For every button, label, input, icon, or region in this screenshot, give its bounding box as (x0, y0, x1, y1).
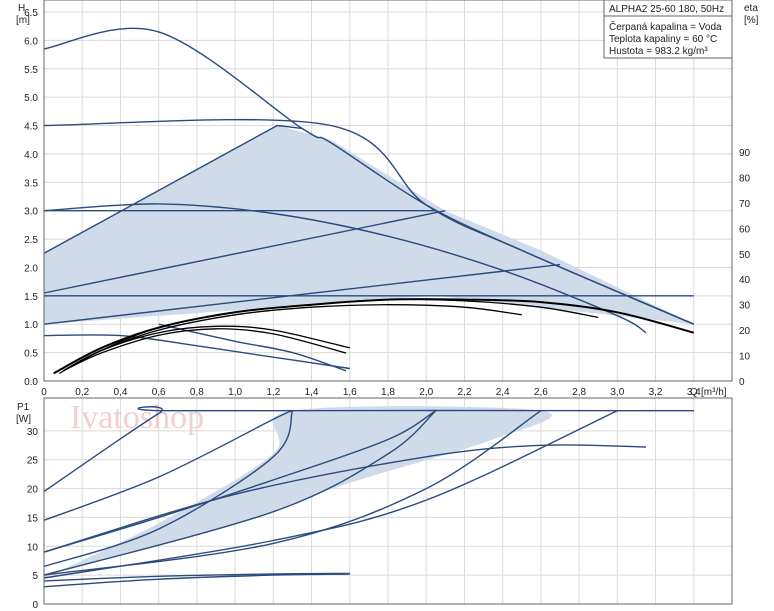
info-liquid: Čerpaná kapalina = Voda (609, 20, 722, 33)
eta-tick-label: 0 (739, 377, 745, 388)
p1-tick-label: 10 (27, 542, 39, 553)
q-tick-label: 3,4 (687, 387, 701, 398)
q-tick-label: 1,4 (305, 387, 319, 398)
eta-tick-label: 50 (739, 250, 751, 261)
q-tick-label: 0 (41, 387, 47, 398)
bottom-tick-labels: 0 5 10 15 20 25 30 (27, 427, 39, 611)
top-plot-frame (43, 0, 733, 382)
h-tick-label: 4.5 (24, 122, 38, 133)
eta-tick-label: 70 (739, 199, 751, 210)
top-tick-labels: 0 0,2 0,4 0,6 0,8 1,0 1,2 1,4 1,6 1,8 2,0 2,2 2,4 2,6… (24, 8, 750, 398)
q-tick-label: 1,6 (343, 387, 357, 398)
p1-tick-label: 30 (27, 427, 39, 438)
p1-tick-label: 25 (27, 456, 39, 467)
head-curve (158, 323, 347, 372)
bottom-plot-frame (43, 397, 733, 605)
p1-axis-label: P1 (17, 402, 30, 413)
power-curve (43, 410, 437, 553)
power-curve (43, 410, 437, 576)
top-shaded-area (44, 125, 694, 325)
eta-axis-unit: [%] (744, 15, 759, 26)
p1-tick-label: 20 (27, 485, 39, 496)
p1-axis-unit: [W] (16, 414, 31, 425)
h-tick-label: 2.0 (24, 263, 38, 274)
efficiency-curve (62, 328, 347, 372)
q-tick-label: 2,0 (419, 387, 433, 398)
q-tick-label: 1,0 (228, 387, 242, 398)
h-tick-label: 5.5 (24, 65, 38, 76)
head-curve (43, 334, 350, 370)
eta-tick-label: 30 (739, 301, 751, 312)
h-tick-label: 3.0 (24, 207, 38, 218)
info-box (603, 0, 733, 59)
q-tick-label: 2,2 (457, 387, 471, 398)
info-density: Hustota = 983.2 kg/m³ (609, 46, 708, 57)
power-curve (43, 572, 350, 582)
bottom-power-curves (43, 406, 694, 588)
power-curve (43, 410, 293, 521)
eta-tick-label: 40 (739, 275, 751, 286)
q-tick-label: 0,8 (190, 387, 204, 398)
top-efficiency-curves (53, 298, 695, 375)
efficiency-curve (62, 325, 350, 372)
head-curve (43, 118, 695, 325)
bottom-shaded-area (44, 406, 553, 578)
q-axis-label: Q (690, 387, 698, 398)
eta-tick-label: 60 (739, 224, 751, 235)
eta-tick-label: 10 (739, 352, 751, 363)
bottom-operating-area (44, 406, 553, 578)
h-tick-label: 3.5 (24, 178, 38, 189)
top-chart: 0 0,2 0,4 0,6 0,8 1,0 1,2 1,4 1,6 1,8 2,0 2,2 2,4 2,6… (16, 0, 759, 398)
h-tick-label: 0.0 (24, 377, 38, 388)
power-curve (43, 410, 294, 568)
q-tick-label: 2,4 (496, 387, 510, 398)
q-tick-label: 2,6 (534, 387, 548, 398)
power-curve (43, 444, 647, 553)
eta-tick-label: 80 (739, 173, 751, 184)
q-tick-label: 3,2 (649, 387, 663, 398)
h-tick-label: 1.0 (24, 320, 38, 331)
eta-tick-label: 90 (739, 148, 751, 159)
power-curve (43, 406, 694, 493)
q-tick-label: 1,2 (266, 387, 280, 398)
h-tick-label: 2.5 (24, 235, 38, 246)
q-tick-label: 0,4 (113, 387, 127, 398)
bottom-chart: 0 5 10 15 20 25 30 P1 [W] (16, 397, 733, 611)
h-axis-unit: [m] (16, 15, 30, 26)
q-tick-label: 0,2 (75, 387, 89, 398)
head-curve (43, 263, 561, 325)
watermark: Ivatoshop (70, 399, 204, 436)
info-model: ALPHA2 25-60 180, 50Hz (609, 4, 724, 15)
efficiency-curve (58, 298, 599, 374)
h-tick-label: 5.0 (24, 93, 38, 104)
q-tick-label: 3,0 (610, 387, 624, 398)
top-operating-area (44, 125, 694, 325)
power-curve (43, 573, 350, 588)
head-curve (43, 210, 446, 294)
h-tick-label: 4.0 (24, 150, 38, 161)
power-curve (43, 410, 618, 579)
h-tick-label: 6.5 (24, 8, 38, 19)
info-temperature: Teplota kapaliny = 60 °C (609, 34, 717, 45)
q-tick-label: 1,8 (381, 387, 395, 398)
top-head-curves (43, 27, 695, 372)
p1-tick-label: 0 (32, 600, 38, 611)
h-tick-label: 6.0 (24, 36, 38, 47)
q-tick-label: 2,8 (572, 387, 586, 398)
q-tick-label: 0,6 (152, 387, 166, 398)
h-tick-label: 0.5 (24, 349, 38, 360)
p1-tick-label: 5 (32, 571, 38, 582)
eta-tick-label: 20 (739, 326, 751, 337)
p1-tick-label: 15 (27, 513, 39, 524)
h-axis-label: H (18, 3, 25, 14)
q-axis-unit: [m³/h] (701, 387, 727, 398)
eta-axis-label: eta (744, 3, 758, 14)
h-tick-label: 1.5 (24, 292, 38, 303)
